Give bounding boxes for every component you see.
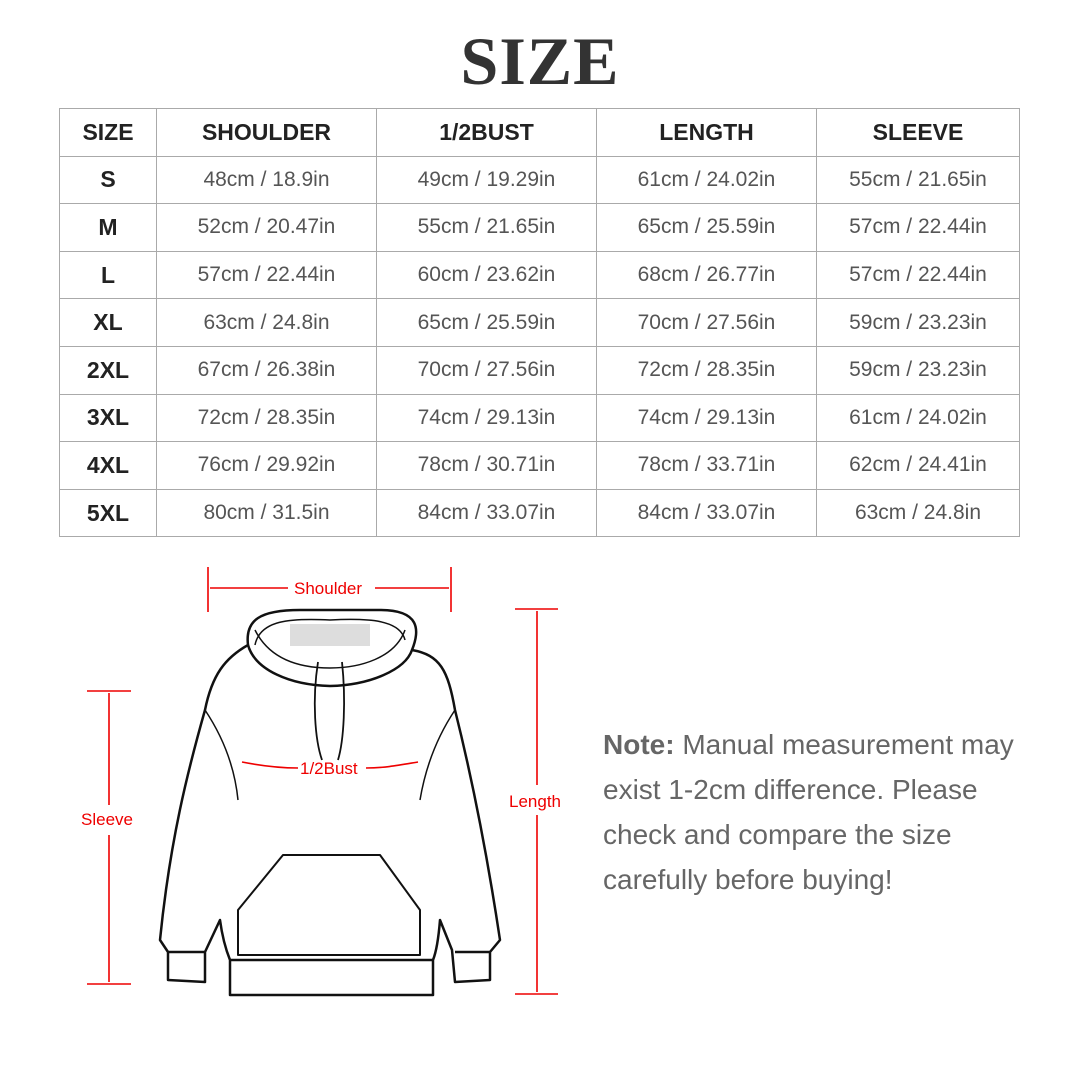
measurement-cell: 55cm / 21.65in xyxy=(376,203,597,252)
measurement-cell: 76cm / 29.92in xyxy=(156,441,377,490)
measurement-cell: 70cm / 27.56in xyxy=(596,298,817,347)
table-row: L 57cm / 22.44in 60cm / 23.62in 68cm / 26.7… xyxy=(59,250,1020,300)
note-text: Manual measurement may exist 1-2cm diffe… xyxy=(603,729,1014,895)
size-cell: S xyxy=(59,155,157,205)
measurement-cell: 59cm / 23.23in xyxy=(816,298,1020,347)
measurement-cell: 68cm / 26.77in xyxy=(596,250,817,300)
table-row: 4XL 76cm / 29.92in 78cm / 30.71in 78cm / 33… xyxy=(59,441,1020,490)
measurement-cell: 57cm / 22.44in xyxy=(816,250,1020,300)
page-title: SIZE xyxy=(460,23,620,99)
measurement-cell: 72cm / 28.35in xyxy=(596,345,817,395)
measurement-cell: 57cm / 22.44in xyxy=(156,250,377,300)
header-cell: SHOULDER xyxy=(156,108,377,157)
measurement-cell: 62cm / 24.41in xyxy=(816,441,1020,490)
measurement-cell: 74cm / 29.13in xyxy=(596,393,817,443)
size-cell: 5XL xyxy=(59,488,157,538)
measurement-cell: 67cm / 26.38in xyxy=(156,345,377,395)
measurement-cell: 61cm / 24.02in xyxy=(816,393,1020,443)
measurement-cell: 78cm / 33.71in xyxy=(596,441,817,490)
sleeve-label: Sleeve xyxy=(81,810,133,829)
hoodie-outline xyxy=(158,608,502,997)
measurement-cell: 65cm / 25.59in xyxy=(376,298,597,347)
measurement-cell: 60cm / 23.62in xyxy=(376,250,597,300)
shoulder-label: Shoulder xyxy=(294,579,362,598)
bust-label: 1/2Bust xyxy=(300,759,358,778)
measurement-cell: 63cm / 24.8in xyxy=(816,488,1020,538)
table-header-row: SIZE SHOULDER 1/2BUST LENGTH SLEEVE xyxy=(59,108,1020,157)
measurement-cell: 49cm / 19.29in xyxy=(376,155,597,205)
table-row: 2XL 67cm / 26.38in 70cm / 27.56in 72cm / 28… xyxy=(59,345,1020,395)
measurement-cell: 59cm / 23.23in xyxy=(816,345,1020,395)
measurement-cell: 61cm / 24.02in xyxy=(596,155,817,205)
measurement-cell: 52cm / 20.47in xyxy=(156,203,377,252)
measure-lines xyxy=(87,567,558,995)
measurement-cell: 72cm / 28.35in xyxy=(156,393,377,443)
measurement-cell: 63cm / 24.8in xyxy=(156,298,377,347)
size-cell: M xyxy=(59,203,157,252)
note: Note: Manual measurement may exist 1-2cm… xyxy=(603,722,1043,902)
size-cell: 2XL xyxy=(59,345,157,395)
header-cell: LENGTH xyxy=(596,108,817,157)
measurement-cell: 84cm / 33.07in xyxy=(596,488,817,538)
table-row: S 48cm / 18.9in 49cm / 19.29in 61cm / 24.02… xyxy=(59,155,1020,205)
size-cell: XL xyxy=(59,298,157,347)
header-cell: 1/2BUST xyxy=(376,108,597,157)
size-cell: 3XL xyxy=(59,393,157,443)
size-cell: L xyxy=(59,250,157,300)
hoodie-diagram: Shoulder 1/2Bust Sleeve Length xyxy=(81,567,561,997)
header-cell: SLEEVE xyxy=(816,108,1020,157)
measurement-cell: 78cm / 30.71in xyxy=(376,441,597,490)
measurement-cell: 48cm / 18.9in xyxy=(156,155,377,205)
table-row: XL 63cm / 24.8in 65cm / 25.59in 70cm / 27.5… xyxy=(59,298,1020,347)
measurement-cell: 80cm / 31.5in xyxy=(156,488,377,538)
measurement-cell: 57cm / 22.44in xyxy=(816,203,1020,252)
length-label: Length xyxy=(509,792,561,811)
table-row: M 52cm / 20.47in 55cm / 21.65in 65cm / 25.5… xyxy=(59,203,1020,252)
table-row: 5XL 80cm / 31.5in 84cm / 33.07in 84cm / 33.… xyxy=(59,488,1020,538)
table-row: 3XL 72cm / 28.35in 74cm / 29.13in 74cm / 29… xyxy=(59,393,1020,443)
measurement-cell: 74cm / 29.13in xyxy=(376,393,597,443)
size-table: SIZE SHOULDER 1/2BUST LENGTH SLEEVE S 48c… xyxy=(59,108,1020,538)
measurement-cell: 55cm / 21.65in xyxy=(816,155,1020,205)
size-cell: 4XL xyxy=(59,441,157,490)
header-cell: SIZE xyxy=(59,108,157,157)
measurement-cell: 70cm / 27.56in xyxy=(376,345,597,395)
measurement-cell: 84cm / 33.07in xyxy=(376,488,597,538)
note-label: Note: xyxy=(603,729,675,760)
measurement-cell: 65cm / 25.59in xyxy=(596,203,817,252)
hood-lining xyxy=(290,624,370,646)
